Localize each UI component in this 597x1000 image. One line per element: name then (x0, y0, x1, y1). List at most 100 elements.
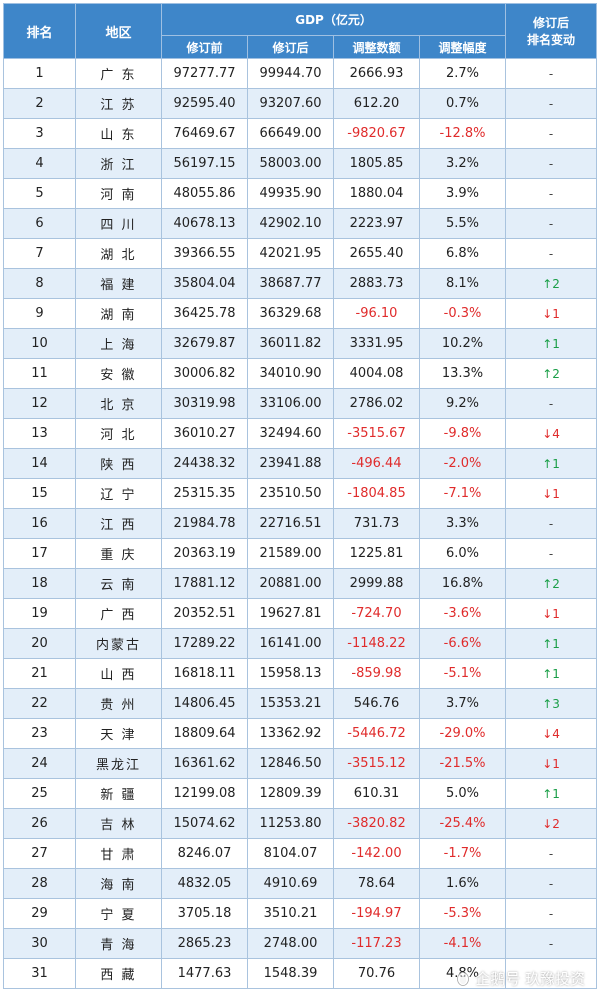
cell-region: 北 京 (75, 388, 162, 419)
cell-before: 12199.08 (161, 778, 248, 809)
table-row: 17 重 庆 20363.19 21589.00 1225.81 6.0% - (3, 538, 597, 569)
cell-region: 云 南 (75, 568, 162, 599)
cell-before: 2865.23 (161, 928, 248, 959)
table-row: 18 云 南 17881.12 20881.00 2999.88 16.8% ↑2 (3, 568, 597, 599)
cell-before: 40678.13 (161, 208, 248, 239)
cell-region: 河 北 (75, 418, 162, 449)
cell-adjust-amount: -3515.67 (333, 418, 420, 449)
cell-adjust-pct: 16.8% (418, 568, 507, 599)
cell-adjust-amount: -1804.85 (333, 478, 420, 509)
cell-adjust-amount: 612.20 (333, 88, 420, 119)
cell-rank-change: ↓4 (505, 418, 597, 449)
table-row: 22 贵 州 14806.45 15353.21 546.76 3.7% ↑3 (3, 688, 597, 719)
cell-adjust-pct: 6.0% (418, 538, 507, 569)
cell-region: 陕 西 (75, 448, 162, 479)
cell-after: 33106.00 (247, 388, 334, 419)
cell-region: 湖 南 (75, 298, 162, 329)
cell-adjust-amount: -142.00 (333, 838, 420, 869)
cell-before: 35804.04 (161, 268, 248, 299)
cell-after: 99944.70 (247, 58, 334, 89)
cell-rank: 29 (3, 898, 76, 929)
cell-before: 20352.51 (161, 598, 248, 629)
cell-rank: 12 (3, 388, 76, 419)
cell-rank-change: - (505, 538, 597, 569)
cell-before: 39366.55 (161, 238, 248, 269)
cell-before: 36010.27 (161, 418, 248, 449)
cell-rank-change: ↓4 (505, 718, 597, 749)
cell-rank-change: ↓1 (505, 598, 597, 629)
header-before: 修订前 (161, 35, 248, 59)
cell-rank-change: - (505, 238, 597, 269)
table-row: 11 安 徽 30006.82 34010.90 4004.08 13.3% ↑2 (3, 358, 597, 389)
cell-region: 上 海 (75, 328, 162, 359)
cell-rank-change: ↑2 (505, 568, 597, 599)
header-gdp-group: GDP（亿元） (160, 3, 507, 36)
cell-adjust-pct: 2.7% (418, 58, 507, 89)
table-row: 14 陕 西 24438.32 23941.88 -496.44 -2.0% ↑1 (3, 448, 597, 479)
cell-rank: 2 (3, 88, 76, 119)
cell-rank-change: ↓1 (505, 748, 597, 779)
cell-after: 22716.51 (247, 508, 334, 539)
cell-adjust-pct: 5.5% (418, 208, 507, 239)
cell-after: 66649.00 (247, 118, 334, 149)
cell-region: 天 津 (75, 718, 162, 749)
penguin-icon (457, 972, 470, 986)
cell-before: 56197.15 (161, 148, 248, 179)
cell-before: 14806.45 (161, 688, 248, 719)
cell-rank-change: - (505, 88, 597, 119)
cell-region: 江 西 (75, 508, 162, 539)
header-rank-change-line2: 排名变动 (527, 33, 576, 47)
cell-adjust-pct: -5.3% (418, 898, 507, 929)
cell-before: 48055.86 (161, 178, 248, 209)
cell-region: 广 东 (75, 58, 162, 89)
cell-adjust-pct: -6.6% (418, 628, 507, 659)
cell-region: 青 海 (75, 928, 162, 959)
cell-rank: 13 (3, 418, 76, 449)
cell-adjust-amount: 2999.88 (333, 568, 420, 599)
cell-region: 浙 江 (75, 148, 162, 179)
cell-region: 河 南 (75, 178, 162, 209)
table-row: 19 广 西 20352.51 19627.81 -724.70 -3.6% ↓1 (3, 598, 597, 629)
cell-rank: 15 (3, 478, 76, 509)
cell-adjust-amount: 1880.04 (333, 178, 420, 209)
cell-rank: 4 (3, 148, 76, 179)
cell-rank-change: ↑3 (505, 688, 597, 719)
cell-rank: 6 (3, 208, 76, 239)
cell-adjust-amount: -1148.22 (333, 628, 420, 659)
cell-region: 新 疆 (75, 778, 162, 809)
cell-adjust-pct: -9.8% (418, 418, 507, 449)
cell-adjust-amount: 731.73 (333, 508, 420, 539)
cell-rank: 17 (3, 538, 76, 569)
cell-adjust-amount: 2223.97 (333, 208, 420, 239)
cell-rank-change: - (505, 388, 597, 419)
cell-adjust-pct: 9.2% (418, 388, 507, 419)
cell-region: 山 西 (75, 658, 162, 689)
cell-adjust-amount: -3820.82 (333, 808, 420, 839)
cell-rank-change: - (505, 508, 597, 539)
cell-adjust-pct: -25.4% (418, 808, 507, 839)
cell-adjust-amount: 70.76 (333, 958, 420, 989)
cell-before: 17289.22 (161, 628, 248, 659)
cell-rank-change: ↑1 (505, 328, 597, 359)
cell-before: 76469.67 (161, 118, 248, 149)
cell-rank: 19 (3, 598, 76, 629)
cell-rank-change: - (505, 118, 597, 149)
cell-adjust-pct: 0.7% (418, 88, 507, 119)
cell-adjust-amount: -96.10 (333, 298, 420, 329)
cell-after: 1548.39 (247, 958, 334, 989)
cell-adjust-pct: -21.5% (418, 748, 507, 779)
cell-adjust-pct: 3.9% (418, 178, 507, 209)
cell-before: 20363.19 (161, 538, 248, 569)
cell-rank: 21 (3, 658, 76, 689)
cell-after: 4910.69 (247, 868, 334, 899)
cell-after: 21589.00 (247, 538, 334, 569)
cell-adjust-amount: 1805.85 (333, 148, 420, 179)
cell-after: 23510.50 (247, 478, 334, 509)
cell-rank-change (505, 958, 597, 989)
header-region: 地区 (75, 3, 162, 59)
